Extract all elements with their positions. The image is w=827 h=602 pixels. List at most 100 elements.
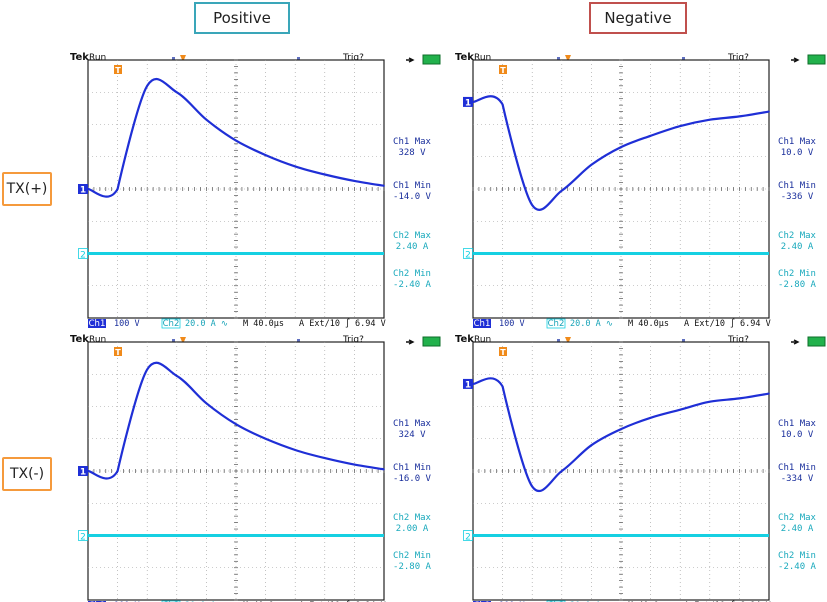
ch2-ground-marker-label: 2 xyxy=(80,533,86,543)
trigger-marker-label: T xyxy=(115,66,121,75)
run-state: Run xyxy=(89,53,106,63)
ch1-trace xyxy=(87,78,385,198)
header-positive-label: Positive xyxy=(213,9,271,27)
ch1-point xyxy=(294,165,296,168)
ch2-label: Ch2 xyxy=(163,319,180,329)
readout-title: Ch2 Min xyxy=(393,551,431,561)
trigger-source: A Ext/10 ∫ xyxy=(684,318,735,329)
ch1-point xyxy=(235,423,237,425)
readout-value: -2.80 A xyxy=(393,562,432,572)
ch1-ground-marker xyxy=(78,184,88,194)
readout-title: Ch2 Min xyxy=(778,269,816,279)
trigger-marker-label: T xyxy=(500,348,506,357)
readout-title: Ch1 Max xyxy=(778,419,817,429)
ch2-scale: 20.0 A ∿ xyxy=(570,319,613,329)
readout-value: -336 V xyxy=(781,192,814,202)
readout-value: -334 V xyxy=(781,474,814,484)
ch2-badge xyxy=(546,600,566,602)
ch1-point xyxy=(709,400,711,403)
ch1-point xyxy=(472,101,474,103)
readout-value: -2.40 A xyxy=(778,562,817,572)
ch1-point xyxy=(620,428,622,430)
readout-value: -2.80 A xyxy=(778,280,817,290)
ch1-point xyxy=(649,135,652,137)
trigger-position-icon xyxy=(180,337,186,344)
ch1-ground-marker xyxy=(463,378,473,389)
ch1-ground-marker xyxy=(463,96,473,107)
readout-title: Ch2 Max xyxy=(393,231,432,241)
ch1-point xyxy=(620,146,622,148)
trigger-marker xyxy=(114,347,122,356)
battery-icon xyxy=(807,336,826,347)
ch2-badge xyxy=(546,318,566,329)
ch2-ground-marker-label: 2 xyxy=(465,533,471,543)
ch1-point xyxy=(146,368,148,371)
ch1-ground-marker-label: 1 xyxy=(465,380,471,390)
ch1-point xyxy=(324,173,326,176)
ch1-point xyxy=(176,91,178,94)
trigger-marker-label: T xyxy=(500,66,506,75)
trig-status: Trig? xyxy=(727,335,749,345)
ch1-trace xyxy=(472,377,770,493)
row-label-tx-minus: TX(-) xyxy=(2,457,52,491)
trig-status: Trig? xyxy=(342,53,364,63)
readout-value: -14.0 V xyxy=(393,192,432,202)
readout-title: Ch2 Max xyxy=(393,513,432,523)
plug-icon xyxy=(406,339,415,345)
ch1-point xyxy=(768,392,770,395)
trigger-position-icon xyxy=(565,55,571,62)
ch2-label: Ch2 xyxy=(548,319,565,329)
ch1-point xyxy=(709,118,711,121)
brand-label: Tek xyxy=(455,52,474,63)
header-positive: Positive xyxy=(194,2,290,34)
ch1-point xyxy=(235,139,237,142)
readout-value: 2.00 A xyxy=(396,524,429,534)
trigger-marker xyxy=(114,65,122,74)
ch1-point xyxy=(205,118,208,121)
ch1-ground-marker-label: 1 xyxy=(465,98,471,108)
ch1-point xyxy=(116,470,119,472)
ch1-ground-marker xyxy=(78,466,88,476)
readout-title: Ch2 Max xyxy=(778,231,817,241)
ch1-point xyxy=(561,189,563,192)
ch1-scale: 100 V xyxy=(114,319,140,329)
readout-title: Ch1 Min xyxy=(778,181,816,191)
ch1-point xyxy=(264,438,267,440)
plug-icon xyxy=(791,339,800,345)
ch1-point xyxy=(353,180,356,182)
ch1-ground-marker-label: 1 xyxy=(80,468,86,478)
ch1-point xyxy=(383,185,385,187)
plug-icon xyxy=(406,57,415,63)
run-state: Run xyxy=(474,335,491,345)
ch1-point xyxy=(501,103,504,106)
row-label-tx-minus-text: TX(-) xyxy=(9,466,45,482)
ch1-ground-marker-label: 1 xyxy=(80,186,86,196)
ch1-point xyxy=(324,457,326,459)
ch1-point xyxy=(87,470,89,472)
ch1-trace xyxy=(472,95,770,211)
ch2-ground-marker xyxy=(463,530,473,541)
ch1-label: Ch1 xyxy=(89,319,106,329)
ch2-ground-marker-label: 2 xyxy=(80,251,86,261)
trigger-source: A Ext/10 ∫ xyxy=(299,318,350,329)
brand-label: Tek xyxy=(70,52,89,63)
timebase: M 40.0µs xyxy=(628,319,669,329)
ch1-point xyxy=(649,417,652,419)
readout-title: Ch1 Max xyxy=(393,419,432,429)
trigger-position-icon xyxy=(565,337,571,344)
battery-icon xyxy=(422,336,441,347)
scope-tx-plus-negative: Tek Run Trig? T 1 2 Ch1 100 V Ch2 20.0 A ∿ M 40.0µ… xyxy=(455,52,827,329)
ch1-scale: 100 V xyxy=(499,319,525,329)
ch1-point xyxy=(501,385,504,388)
trigger-marker xyxy=(499,347,507,356)
ch1-badge xyxy=(88,319,106,328)
ch1-point xyxy=(87,188,89,190)
ch1-point xyxy=(738,115,741,118)
ch1-point xyxy=(383,468,385,471)
ch2-badge xyxy=(161,600,181,602)
brand-label: Tek xyxy=(70,334,89,345)
ch1-point xyxy=(116,188,119,190)
ch1-point xyxy=(176,375,178,377)
